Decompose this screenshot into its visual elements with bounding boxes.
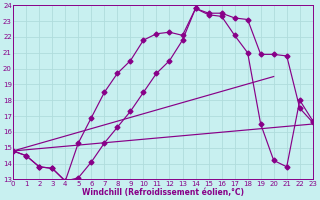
X-axis label: Windchill (Refroidissement éolien,°C): Windchill (Refroidissement éolien,°C) — [82, 188, 244, 197]
